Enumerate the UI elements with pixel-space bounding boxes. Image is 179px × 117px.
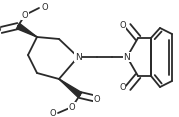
Text: O: O: [119, 22, 126, 31]
Polygon shape: [16, 23, 37, 37]
Text: N: N: [124, 53, 130, 62]
Text: O: O: [119, 84, 126, 93]
Text: O: O: [41, 4, 48, 13]
Text: O: O: [0, 26, 1, 35]
Text: O: O: [94, 95, 100, 104]
Text: O: O: [22, 11, 28, 20]
Text: O: O: [69, 102, 75, 112]
Polygon shape: [59, 79, 82, 97]
Text: O: O: [49, 108, 56, 117]
Text: N: N: [75, 53, 81, 62]
